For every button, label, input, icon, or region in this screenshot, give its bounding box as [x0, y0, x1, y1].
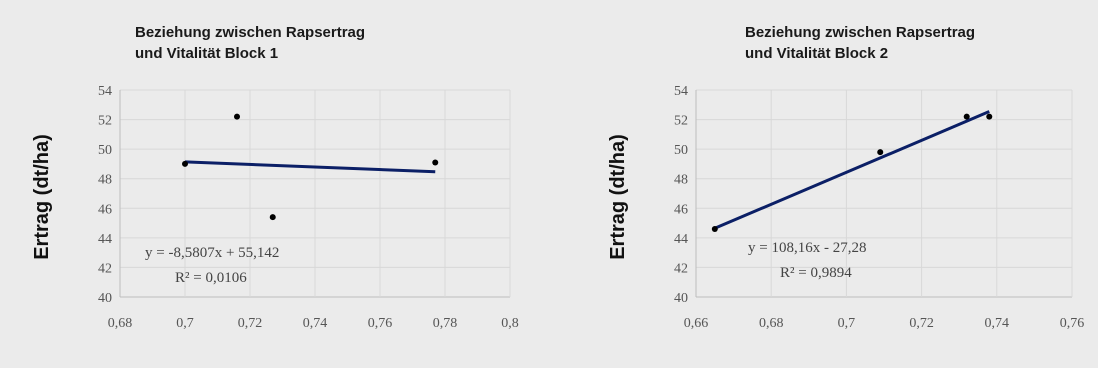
x-tick-label: 0,72	[909, 316, 934, 331]
data-point	[877, 149, 884, 156]
data-point	[711, 225, 718, 232]
y-axis-label: Ertrag (dt/ha)	[607, 134, 629, 260]
r-squared: R² = 0,0106	[175, 270, 247, 286]
y-tick-label: 50	[98, 143, 112, 158]
tick-labels: 40 42 44 46 48 50 52 54 0,66 0,68 0,7 0,72 0,74 0,76	[674, 84, 1084, 331]
y-tick-label: 44	[674, 232, 688, 247]
trendline-equation: y = -8,5807x + 55,142	[145, 245, 279, 261]
trendline-equation: y = 108,16x - 27,28	[748, 240, 866, 256]
tick-labels: 40 42 44 46 48 50 52 54 0,68 0,7 0,72 0,74 0,76 0,78 0…	[98, 84, 519, 331]
x-tick-label: 0,68	[108, 316, 133, 331]
trendline	[714, 110, 990, 230]
data-point	[986, 113, 993, 120]
y-tick-label: 54	[674, 84, 688, 99]
data-point	[234, 113, 240, 120]
x-tick-label: 0,68	[759, 316, 784, 331]
y-tick-label: 48	[98, 173, 112, 188]
x-tick-label: 0,76	[1060, 316, 1085, 331]
data-point	[182, 160, 188, 167]
chart-title-line-2: und Vitalität Block 2	[745, 45, 888, 62]
y-tick-label: 42	[674, 261, 688, 276]
data-point	[269, 214, 276, 221]
x-tick-label: 0,66	[684, 316, 709, 331]
y-tick-label: 46	[98, 202, 112, 217]
trendline-path	[184, 160, 436, 174]
x-tick-label: 0,8	[501, 316, 519, 331]
y-tick-label: 40	[98, 291, 112, 306]
y-tick-label: 42	[98, 261, 112, 276]
trendline	[184, 160, 436, 174]
y-axis-label: Ertrag (dt/ha)	[31, 134, 53, 260]
data-points	[182, 113, 439, 221]
y-tick-label: 40	[674, 291, 688, 306]
x-tick-label: 0,76	[368, 316, 393, 331]
y-tick-label: 48	[674, 173, 688, 188]
data-points	[711, 113, 993, 232]
trendline-path	[714, 110, 990, 230]
chart-title-line-1: Beziehung zwischen Rapsertrag	[135, 24, 365, 41]
chart-title-line-2: und Vitalität Block 1	[135, 45, 278, 62]
y-tick-label: 54	[98, 84, 112, 99]
chart-block-1: Beziehung zwischen Rapsertrag und Vitali…	[31, 24, 519, 331]
data-point	[432, 159, 439, 166]
x-tick-label: 0,72	[238, 316, 263, 331]
x-tick-label: 0,7	[838, 316, 856, 331]
chart-block-2: Beziehung zwischen Rapsertrag und Vitali…	[607, 24, 1084, 331]
y-tick-label: 52	[98, 114, 112, 129]
x-tick-label: 0,78	[433, 316, 458, 331]
y-tick-label: 50	[674, 143, 688, 158]
y-tick-label: 52	[674, 114, 688, 129]
y-tick-label: 46	[674, 202, 688, 217]
gridlines	[695, 89, 1073, 298]
x-tick-label: 0,74	[303, 316, 328, 331]
y-tick-label: 44	[98, 232, 112, 247]
chart-title-line-1: Beziehung zwischen Rapsertrag	[745, 24, 975, 41]
data-point	[963, 113, 970, 120]
x-tick-label: 0,7	[176, 316, 194, 331]
x-tick-label: 0,74	[985, 316, 1010, 331]
gridlines	[119, 89, 511, 298]
r-squared: R² = 0,9894	[780, 265, 852, 281]
